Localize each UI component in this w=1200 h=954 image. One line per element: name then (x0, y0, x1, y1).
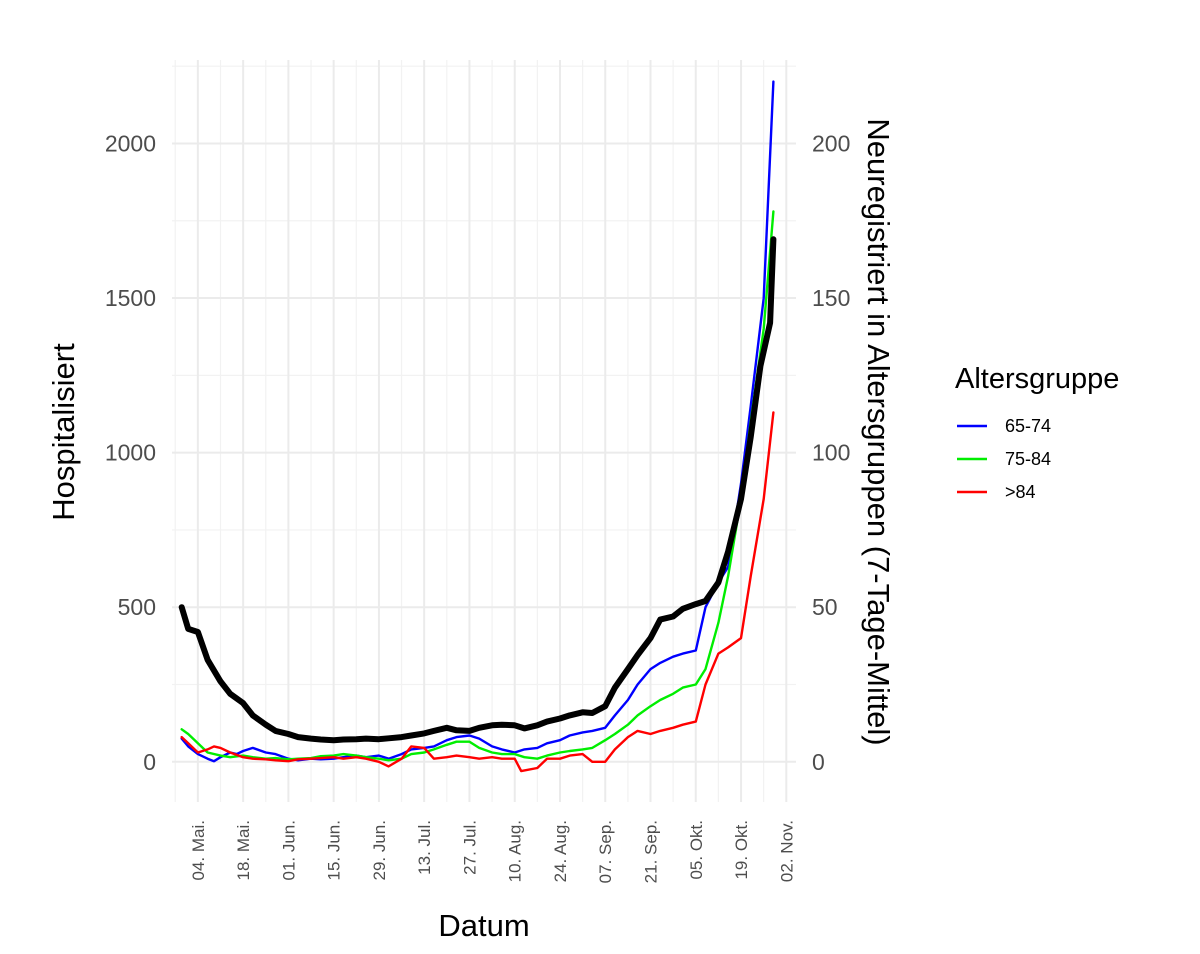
y-left-tick-label: 1000 (105, 440, 156, 466)
x-axis-title: Datum (438, 908, 529, 943)
grid-minor (172, 60, 796, 802)
series-line-65-74 (180, 80, 775, 763)
series-line--84 (180, 411, 775, 773)
x-tick-label: 15. Jun. (325, 820, 344, 881)
y-right-tick-label: 200 (812, 130, 850, 156)
grid-major (172, 60, 796, 802)
x-tick-label: 02. Nov. (777, 820, 796, 882)
x-tick-label: 05. Okt. (687, 820, 706, 880)
x-tick-label: 18. Mai. (234, 820, 253, 880)
x-tick-label: 04. Mai. (189, 820, 208, 880)
legend-label: 75-84 (1005, 449, 1051, 469)
legend: Altersgruppe 65-74 75-84 >84 (955, 363, 1119, 502)
x-tick-label: 27. Jul. (460, 820, 479, 875)
y2-axis-title: Neuregistriert in Altersgruppen (7-Tage-… (861, 118, 896, 745)
legend-label: 65-74 (1005, 416, 1051, 436)
x-tick-label: 07. Sep. (596, 820, 615, 883)
y-left-tick-label: 1500 (105, 285, 156, 311)
x-tick-label: 21. Sep. (642, 820, 661, 883)
x-tick-label: 19. Okt. (732, 820, 751, 880)
y-right-tick-label: 150 (812, 285, 850, 311)
x-tick-labels: 04. Mai. 18. Mai. 01. Jun. 15. Jun. 29. Jun.… (189, 820, 796, 883)
y-left-tick-label: 0 (143, 749, 156, 775)
y-axis-title: Hospitalisiert (46, 343, 81, 521)
x-tick-label: 13. Jul. (415, 820, 434, 875)
x-tick-label: 10. Aug. (506, 820, 525, 882)
legend-label: >84 (1005, 482, 1036, 502)
series-line-hospitalisiert (178, 236, 777, 744)
y-right-tick-label: 100 (812, 440, 850, 466)
legend-title: Altersgruppe (955, 363, 1119, 395)
series-line-75-84 (180, 210, 775, 762)
y-right-tick-label: 0 (812, 749, 825, 775)
x-tick-label: 24. Aug. (551, 820, 570, 882)
x-tick-label: 29. Jun. (370, 820, 389, 881)
y-left-tick-label: 500 (118, 594, 156, 620)
y-left-tick-label: 2000 (105, 130, 156, 156)
y-right-tick-label: 50 (812, 594, 838, 620)
y-left-tick-labels: 0 500 1000 1500 2000 (105, 130, 156, 774)
y-right-tick-labels: 0 50 100 150 200 (812, 130, 850, 774)
x-tick-label: 01. Jun. (279, 820, 298, 881)
series-layer (178, 80, 777, 773)
